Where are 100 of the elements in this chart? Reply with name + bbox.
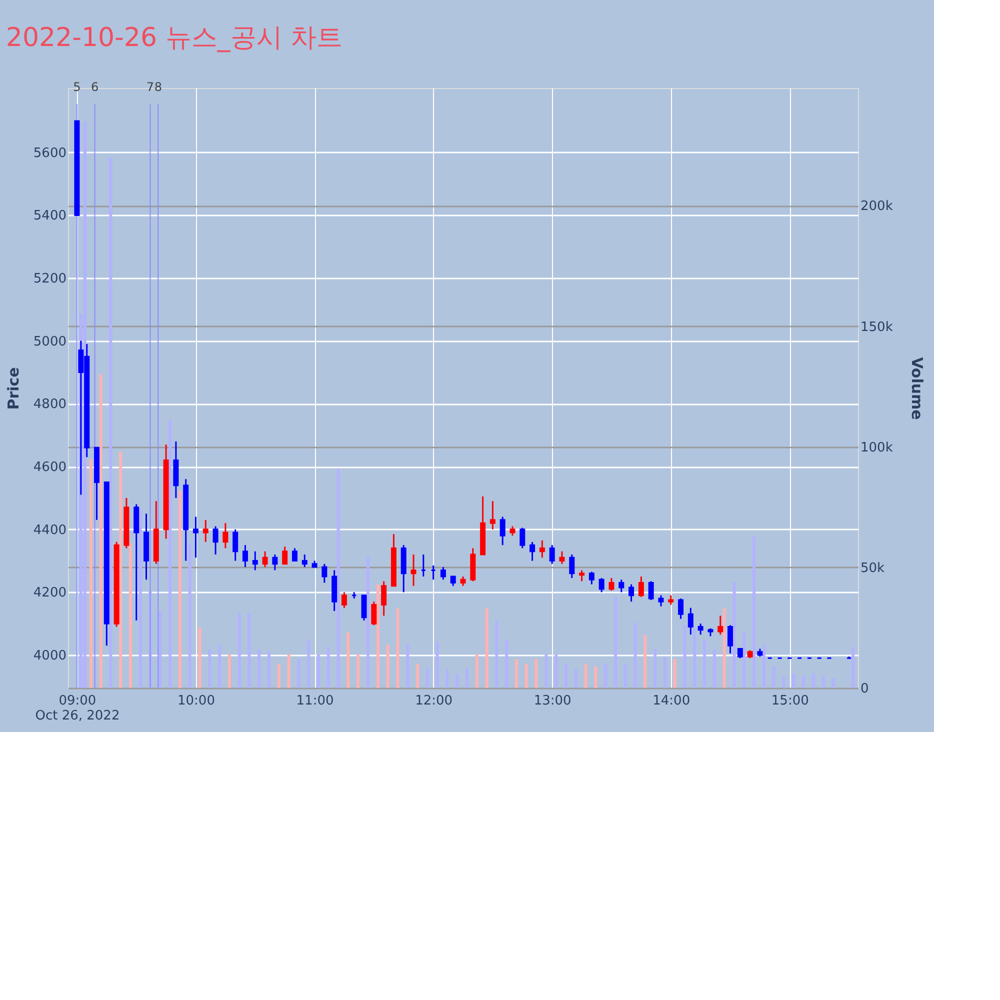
candlestick	[678, 598, 684, 620]
bar	[228, 654, 231, 688]
candlestick	[588, 571, 594, 586]
ref-line-label: 6	[90, 80, 99, 94]
bar	[782, 676, 786, 688]
bar	[158, 610, 162, 688]
ref-line-label: 5	[73, 80, 81, 94]
bar	[99, 374, 102, 688]
bar	[644, 634, 647, 688]
bar	[396, 608, 400, 688]
bar	[386, 644, 390, 688]
y-tick-label: 4600	[33, 460, 66, 476]
bar	[554, 654, 558, 688]
y-tick-label: 5200	[33, 272, 66, 287]
y-tick-label: 4400	[33, 522, 66, 538]
candlestick	[559, 550, 565, 565]
bar	[456, 674, 459, 688]
bar	[564, 664, 568, 688]
candlestick	[728, 624, 734, 654]
bar	[317, 654, 320, 688]
bar	[475, 654, 478, 688]
bar	[495, 620, 498, 688]
bar	[326, 647, 330, 688]
candlestick	[668, 594, 674, 606]
bar	[416, 664, 420, 688]
x-tick-label: 11:00	[296, 694, 334, 708]
candlestick	[371, 600, 377, 626]
candlestick	[688, 607, 694, 636]
bar	[514, 659, 518, 688]
y-tick-label: 5600	[33, 146, 66, 161]
bar	[762, 644, 766, 688]
bar	[722, 608, 726, 688]
bar	[188, 543, 192, 688]
bar	[297, 659, 300, 688]
bar	[584, 664, 588, 688]
bar	[366, 558, 370, 688]
bar	[436, 642, 439, 688]
bar	[258, 649, 261, 688]
bar	[346, 632, 350, 688]
bar	[277, 664, 280, 688]
bar	[485, 608, 488, 688]
candlestick	[440, 566, 446, 580]
candlestick	[549, 544, 555, 565]
candlestick	[598, 577, 604, 593]
bar	[832, 678, 835, 688]
bar	[673, 659, 676, 688]
candlestick	[212, 525, 218, 556]
bar	[693, 628, 696, 688]
candlestick	[252, 550, 258, 571]
ref-line-label: 8	[154, 80, 162, 94]
candlestick	[530, 541, 536, 562]
bar	[218, 644, 222, 688]
bar	[703, 640, 706, 688]
candlestick	[222, 522, 228, 549]
candlestick	[510, 525, 516, 536]
bar	[574, 668, 578, 688]
candlestick	[302, 554, 308, 568]
bar	[624, 664, 627, 688]
candlestick	[608, 577, 614, 592]
y2-axis-title: Volume	[908, 357, 926, 420]
x-tick-label: 13:00	[534, 694, 572, 708]
bar	[752, 536, 756, 688]
candlestick	[361, 594, 367, 622]
y2-tick-label: 150k	[860, 320, 894, 335]
bar	[248, 613, 251, 688]
bar	[663, 656, 666, 688]
bar	[712, 649, 716, 688]
bar	[178, 490, 182, 688]
y-axis-title: Price	[4, 367, 22, 410]
bar	[614, 596, 617, 688]
x-tick-label: 15:00	[771, 694, 809, 708]
bar	[594, 666, 598, 688]
y2-tick-label: 100k	[860, 440, 894, 456]
candlestick	[282, 546, 288, 565]
bar	[654, 649, 657, 688]
y-tick-label: 4200	[33, 586, 66, 601]
bar	[208, 649, 212, 688]
candlestick	[638, 576, 644, 598]
candlestick	[569, 554, 575, 579]
y2-tick-label: 200k	[860, 199, 894, 214]
bar	[446, 668, 449, 688]
bar	[356, 654, 360, 688]
bar	[544, 654, 548, 688]
candlestick	[192, 516, 198, 558]
bar	[109, 157, 112, 688]
x-tick-label: 10:00	[178, 694, 215, 708]
bar	[852, 647, 855, 688]
candlestick	[658, 594, 664, 608]
bar	[128, 543, 132, 688]
bar	[792, 674, 796, 688]
bar	[822, 676, 825, 688]
bar	[466, 668, 468, 688]
candlestick	[539, 540, 545, 558]
y-tick-label: 5000	[33, 334, 66, 350]
candlestick	[460, 576, 466, 587]
bar	[604, 664, 608, 688]
bar	[634, 622, 637, 688]
bar	[268, 652, 271, 688]
bar	[505, 640, 508, 688]
bar	[742, 632, 746, 688]
